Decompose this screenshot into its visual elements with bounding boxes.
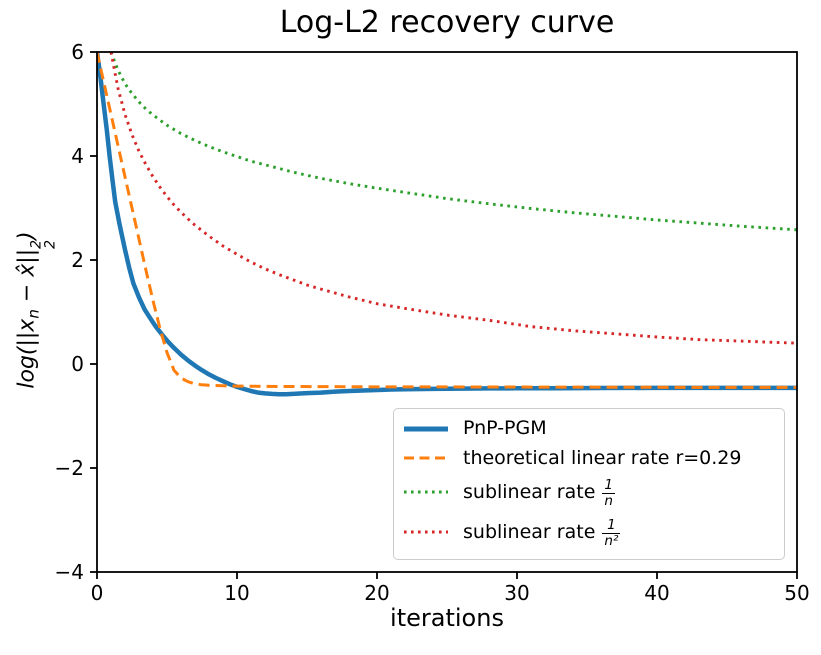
x-tick-label: 10	[224, 581, 249, 605]
legend-item-label: sublinear rate 1 n	[463, 476, 615, 509]
legend: PnP-PGM theoretical linear rate r=0.29 s…	[393, 408, 785, 560]
legend-line-sample-dotted	[404, 530, 448, 534]
x-tick-label: 20	[364, 581, 389, 605]
legend-line-sample-dashed	[404, 456, 448, 460]
y-axis-label-text: )	[14, 231, 40, 240]
legend-item-label: PnP-PGM	[463, 417, 547, 440]
legend-item-label: sublinear rate 1 n²	[463, 516, 621, 549]
x-tick-label: 30	[504, 581, 529, 605]
y-axis-label: log(||xn − x̂|| 2 2)	[14, 231, 59, 389]
chart-title: Log-L2 recovery curve	[279, 5, 615, 40]
series-curve-theoretical-linear-rate-r-0-29	[97, 52, 797, 389]
legend-item-theoretical-rate: theoretical linear rate r=0.29	[402, 446, 776, 469]
y-axis-label-text: − x̂||	[14, 248, 40, 310]
series-curve-sublinear-rate-1-n	[109, 52, 797, 232]
legend-line-sample-solid	[404, 426, 448, 432]
y-tick-label: −4	[55, 560, 84, 584]
fraction-1-over-n-squared: 1 n²	[602, 516, 621, 549]
series-curve-sublinear-rate-1-n-2	[109, 52, 797, 345]
axes-frame	[96, 51, 798, 573]
legend-line-sample-dotted	[404, 490, 448, 494]
x-tick-label: 40	[644, 581, 669, 605]
x-axis-label: iterations	[390, 604, 504, 632]
x-tick-label: 0	[91, 581, 104, 605]
legend-item-pnp-pgm: PnP-PGM	[402, 418, 776, 439]
legend-item-sublinear-1-over-n: sublinear rate 1 n	[402, 476, 776, 509]
y-tick-label: 4	[71, 144, 84, 168]
y-tick-label: 6	[71, 40, 84, 64]
legend-item-sublinear-1-over-n2: sublinear rate 1 n²	[402, 517, 776, 548]
x-tick-label: 50	[784, 581, 809, 605]
y-tick-label: 0	[71, 352, 84, 376]
y-axis-label-text: log(||x	[14, 318, 40, 389]
legend-item-label: theoretical linear rate r=0.29	[463, 446, 742, 469]
series-group	[97, 52, 797, 397]
y-tick-label: 2	[71, 248, 84, 272]
y-tick-label: −2	[55, 456, 84, 480]
series-curve-pnp-pgm	[97, 52, 797, 397]
y-axis-label-subscript-n: n	[24, 309, 43, 319]
